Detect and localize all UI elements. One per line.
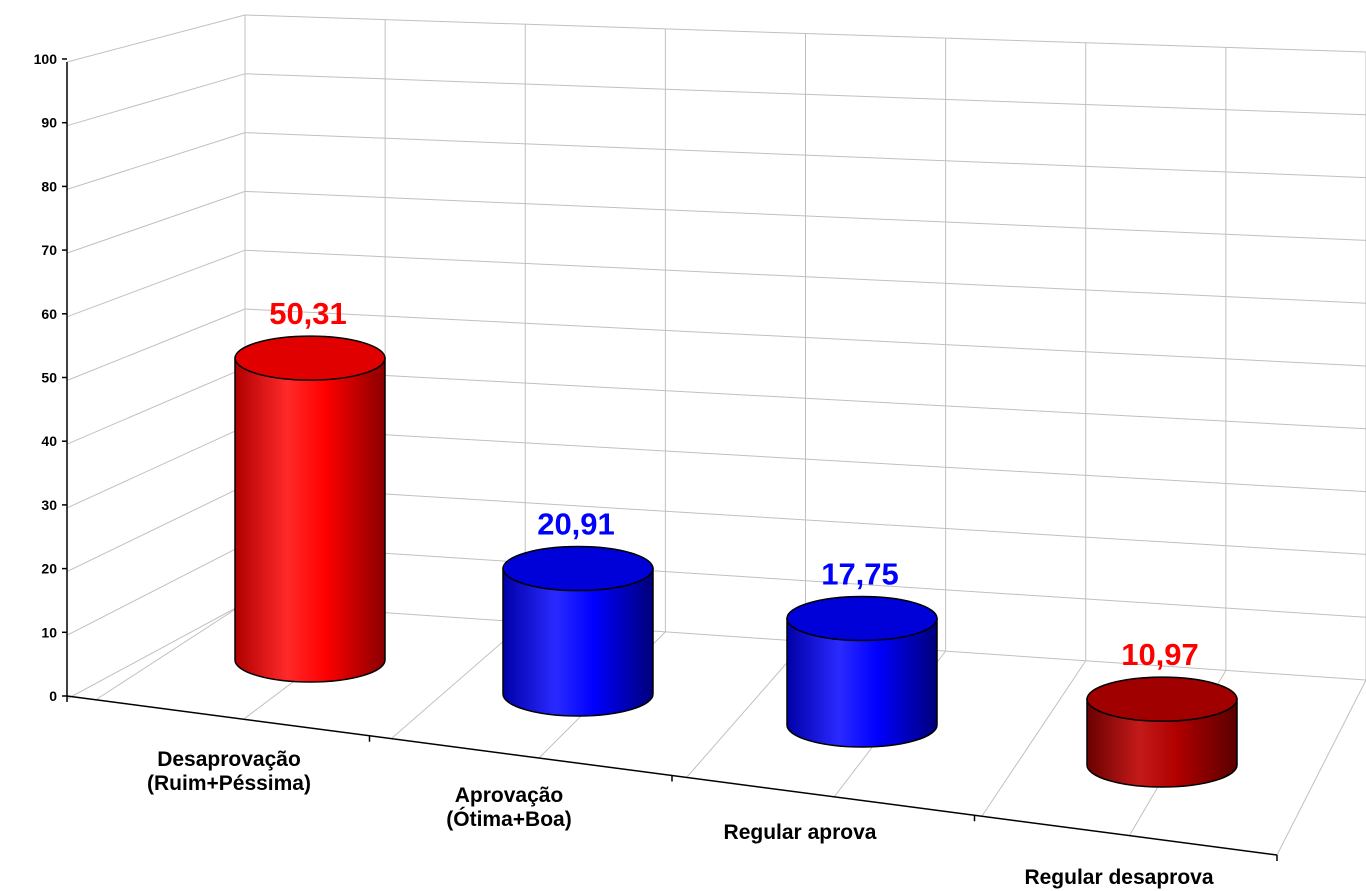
floor-gridline xyxy=(1276,679,1366,856)
side-gridline xyxy=(66,190,246,254)
y-tick-label: 10 xyxy=(41,624,57,640)
y-tick-label: 0 xyxy=(49,688,57,704)
bar-body xyxy=(786,617,938,748)
category-label-line: Regular aprova xyxy=(724,821,877,844)
data-label: 20,91 xyxy=(537,507,615,542)
category-label: Regular desaprova xyxy=(1024,866,1213,889)
labels: 50,31 20,91 17,75 10,97 Desaprovação (Ruim+Pé… xyxy=(147,296,1214,889)
side-gridline xyxy=(66,249,246,318)
side-gridline xyxy=(66,602,246,700)
bar-cylinder xyxy=(502,545,654,717)
floor-gridline xyxy=(981,660,1087,817)
y-tick-label: 90 xyxy=(41,115,57,131)
bar-top xyxy=(786,595,938,642)
floor-gridline xyxy=(686,641,806,778)
category-label-line: Desaprovação xyxy=(157,748,301,771)
floor-gridline xyxy=(96,602,246,700)
y-tick-label: 80 xyxy=(41,178,57,194)
bar-body xyxy=(502,567,654,717)
y-tick-label: 20 xyxy=(41,561,57,577)
y-tick-label: 40 xyxy=(41,433,57,449)
bar-top xyxy=(502,545,654,592)
bar-cylinder xyxy=(1086,676,1238,788)
bar-body xyxy=(234,357,386,683)
y-tick-label: 100 xyxy=(34,51,58,67)
side-gridline xyxy=(66,484,246,573)
y-tick-label: 60 xyxy=(41,306,57,322)
side-gridline xyxy=(66,308,246,381)
axes: 0 10 20 30 40 50 60 70 80 90 100 xyxy=(34,51,1278,861)
category-label-line: (Ruim+Péssima) xyxy=(147,772,311,795)
bar-top xyxy=(234,335,386,381)
bar-top xyxy=(1086,676,1238,722)
bar-cylinder xyxy=(786,595,938,748)
side-gridline xyxy=(66,367,246,445)
y-tick-label: 70 xyxy=(41,242,57,258)
data-label: 17,75 xyxy=(821,557,899,592)
category-label: Desaprovação (Ruim+Péssima) xyxy=(147,748,311,795)
y-tick-label: 30 xyxy=(41,497,57,513)
category-label-line: Aprovação xyxy=(455,784,564,807)
bar-cylinder xyxy=(234,335,386,683)
bar-body xyxy=(1086,698,1238,788)
data-label: 10,97 xyxy=(1121,637,1199,672)
category-label-line: (Ótima+Boa) xyxy=(446,807,571,831)
side-gridline xyxy=(66,73,246,127)
side-gridline xyxy=(66,132,246,190)
category-label: Aprovação (Ótima+Boa) xyxy=(446,784,571,831)
category-label: Regular aprova xyxy=(724,821,877,844)
bars xyxy=(234,335,1238,788)
category-label-line: Regular desaprova xyxy=(1024,866,1213,889)
data-label: 50,31 xyxy=(269,296,347,331)
side-gridline xyxy=(66,543,246,636)
side-gridline xyxy=(66,426,246,509)
side-gridline xyxy=(66,14,246,63)
y-tick-label: 50 xyxy=(41,370,57,386)
